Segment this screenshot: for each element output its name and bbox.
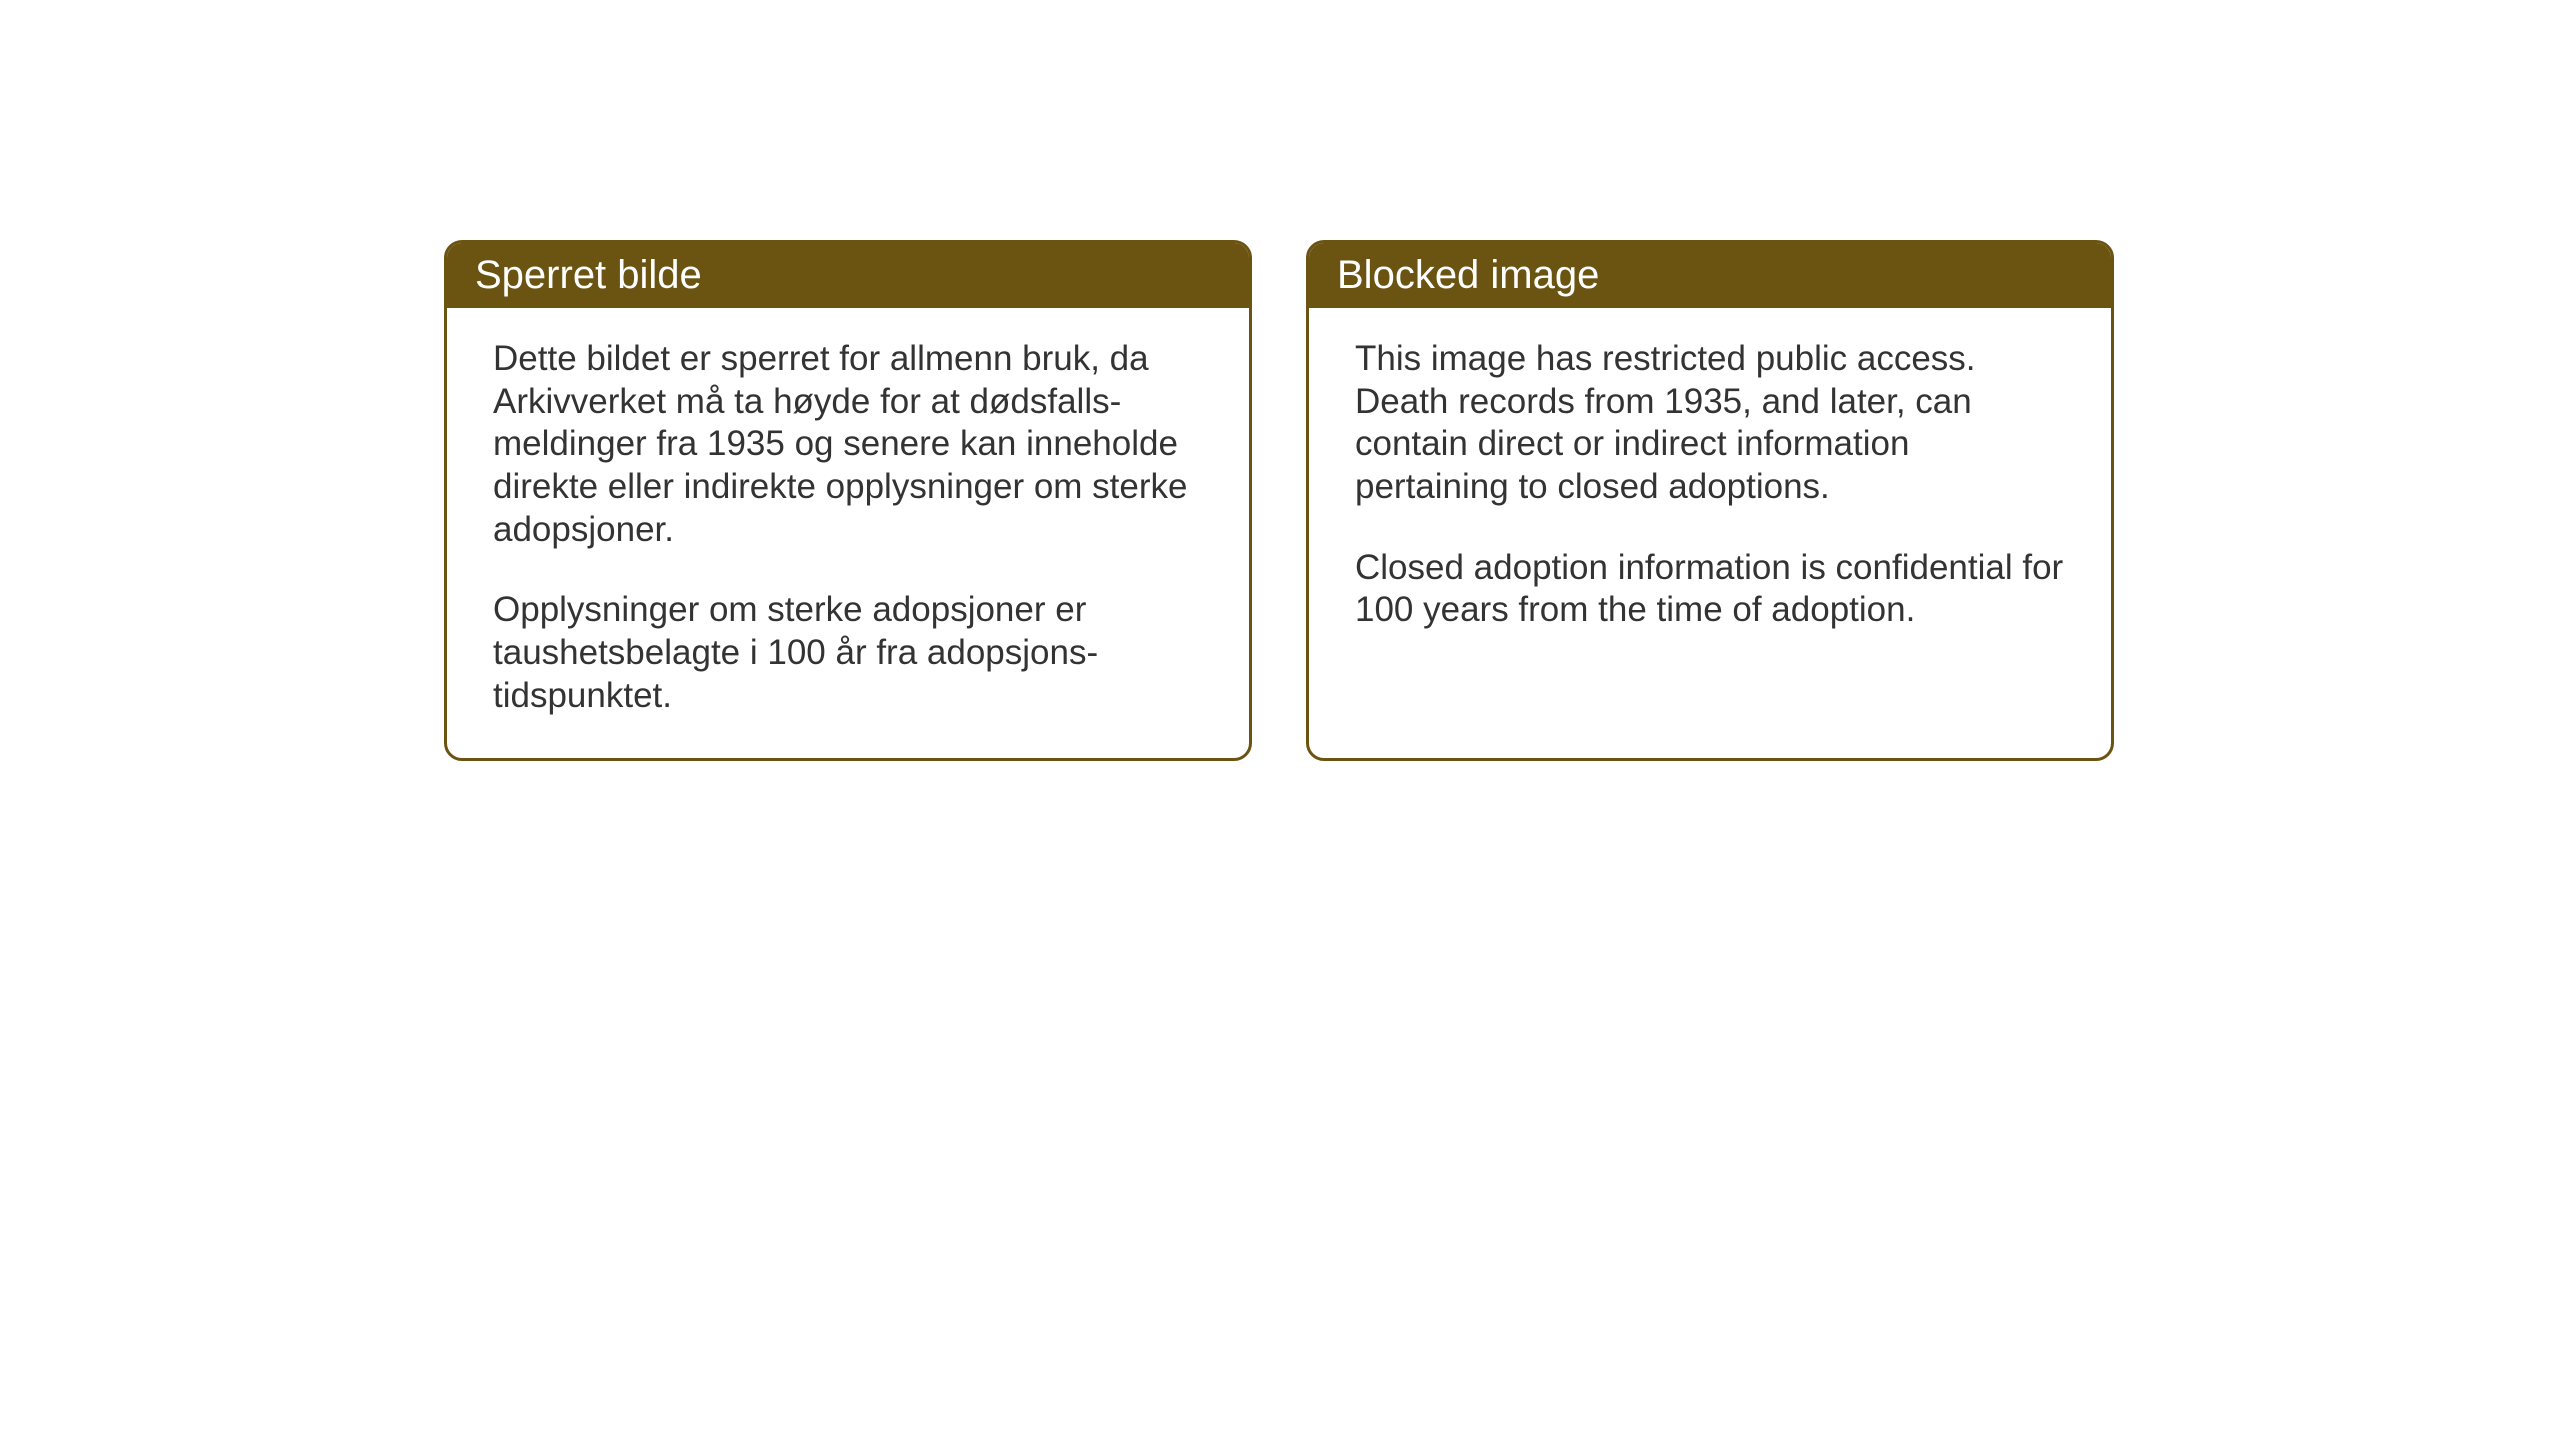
card-title-norwegian: Sperret bilde bbox=[475, 253, 702, 297]
paragraph-2-norwegian: Opplysninger om sterke adopsjoner er tau… bbox=[493, 589, 1203, 717]
notice-card-norwegian: Sperret bilde Dette bildet er sperret fo… bbox=[444, 240, 1252, 761]
paragraph-1-norwegian: Dette bildet er sperret for allmenn bruk… bbox=[493, 338, 1203, 551]
card-body-norwegian: Dette bildet er sperret for allmenn bruk… bbox=[447, 308, 1249, 758]
card-title-english: Blocked image bbox=[1337, 253, 1599, 297]
notice-container: Sperret bilde Dette bildet er sperret fo… bbox=[444, 240, 2114, 761]
card-header-english: Blocked image bbox=[1309, 243, 2111, 308]
notice-card-english: Blocked image This image has restricted … bbox=[1306, 240, 2114, 761]
paragraph-1-english: This image has restricted public access.… bbox=[1355, 338, 2065, 509]
card-header-norwegian: Sperret bilde bbox=[447, 243, 1249, 308]
card-body-english: This image has restricted public access.… bbox=[1309, 308, 2111, 672]
paragraph-2-english: Closed adoption information is confident… bbox=[1355, 547, 2065, 632]
